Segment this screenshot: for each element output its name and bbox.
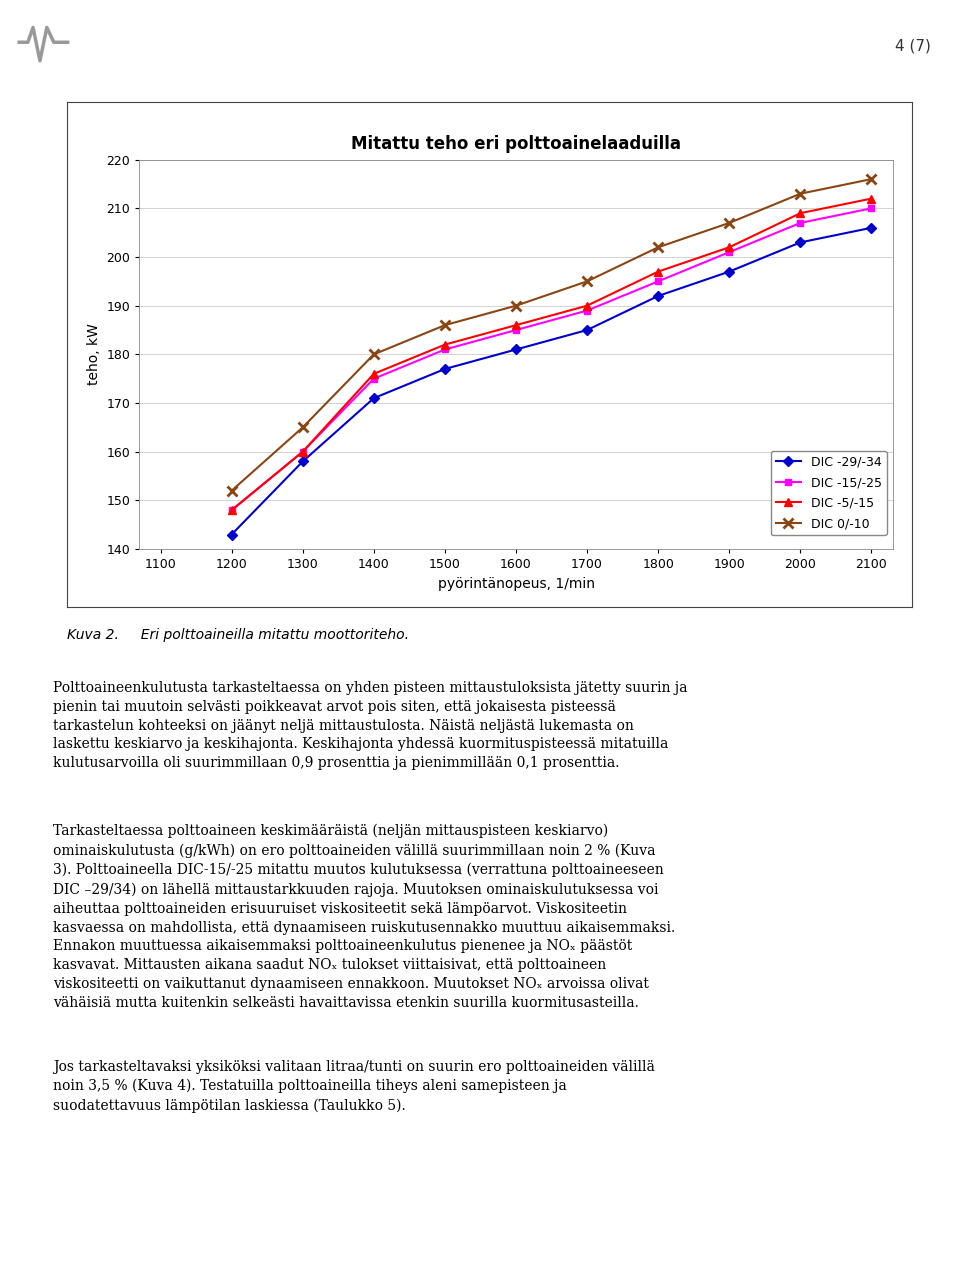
DIC -15/-25	[439, 342, 450, 358]
DIC -15/-25	[795, 216, 806, 231]
DIC -5/-15	[511, 318, 522, 333]
Line: DIC -5/-15: DIC -5/-15	[228, 194, 876, 515]
X-axis label: pyörintänopeus, 1/min: pyörintänopeus, 1/min	[438, 577, 594, 591]
DIC -5/-15	[439, 337, 450, 352]
Text: Kuva 2.     Eri polttoaineilla mitattu moottoriteho.: Kuva 2. Eri polttoaineilla mitattu moott…	[67, 628, 409, 641]
DIC -15/-25	[368, 372, 379, 387]
DIC -29/-34	[795, 235, 806, 250]
DIC -5/-15	[866, 190, 877, 206]
DIC -15/-25	[297, 444, 308, 460]
DIC -29/-34	[724, 264, 735, 280]
Text: Polttoaineenkulutusta tarkasteltaessa on yhden pisteen mittaustuloksista jätetty: Polttoaineenkulutusta tarkasteltaessa on…	[53, 681, 687, 770]
DIC 0/-10	[795, 186, 806, 202]
DIC -15/-25	[724, 244, 735, 259]
DIC -5/-15	[582, 298, 593, 313]
DIC -5/-15	[795, 206, 806, 221]
DIC -5/-15	[724, 240, 735, 255]
Line: DIC 0/-10: DIC 0/-10	[227, 174, 876, 495]
Line: DIC -29/-34: DIC -29/-34	[228, 225, 875, 538]
DIC -5/-15	[226, 502, 237, 517]
DIC 0/-10	[653, 240, 664, 255]
Line: DIC -15/-25: DIC -15/-25	[228, 204, 875, 513]
Text: Jos tarkasteltavaksi yksiköksi valitaan litraa/tunti on suurin ero polttoaineide: Jos tarkasteltavaksi yksiköksi valitaan …	[53, 1060, 655, 1114]
DIC -29/-34	[297, 453, 308, 469]
DIC -15/-25	[582, 303, 593, 318]
DIC -15/-25	[653, 273, 664, 289]
DIC 0/-10	[439, 318, 450, 333]
DIC -29/-34	[439, 361, 450, 377]
DIC 0/-10	[511, 298, 522, 313]
DIC 0/-10	[866, 171, 877, 186]
Legend: DIC -29/-34, DIC -15/-25, DIC -5/-15, DIC 0/-10: DIC -29/-34, DIC -15/-25, DIC -5/-15, DI…	[771, 451, 886, 535]
Title: Mitattu teho eri polttoainelaaduilla: Mitattu teho eri polttoainelaaduilla	[351, 134, 681, 152]
DIC -5/-15	[297, 444, 308, 460]
DIC -5/-15	[653, 264, 664, 280]
DIC 0/-10	[368, 346, 379, 361]
DIC 0/-10	[724, 216, 735, 231]
DIC 0/-10	[226, 483, 237, 498]
DIC 0/-10	[297, 420, 308, 435]
DIC -5/-15	[368, 366, 379, 382]
DIC -15/-25	[866, 200, 877, 216]
DIC -29/-34	[866, 220, 877, 235]
DIC -29/-34	[653, 289, 664, 304]
DIC -15/-25	[511, 322, 522, 337]
DIC -29/-34	[582, 322, 593, 337]
DIC -15/-25	[226, 502, 237, 517]
DIC -29/-34	[368, 391, 379, 406]
DIC -29/-34	[226, 527, 237, 543]
DIC 0/-10	[582, 273, 593, 289]
Y-axis label: teho, kW: teho, kW	[86, 323, 101, 386]
Text: Tarkasteltaessa polttoaineen keskimääräistä (neljän mittauspisteen keskiarvo)
om: Tarkasteltaessa polttoaineen keskimääräi…	[53, 824, 675, 1010]
DIC -29/-34	[511, 342, 522, 358]
Text: 4 (7): 4 (7)	[896, 38, 931, 54]
